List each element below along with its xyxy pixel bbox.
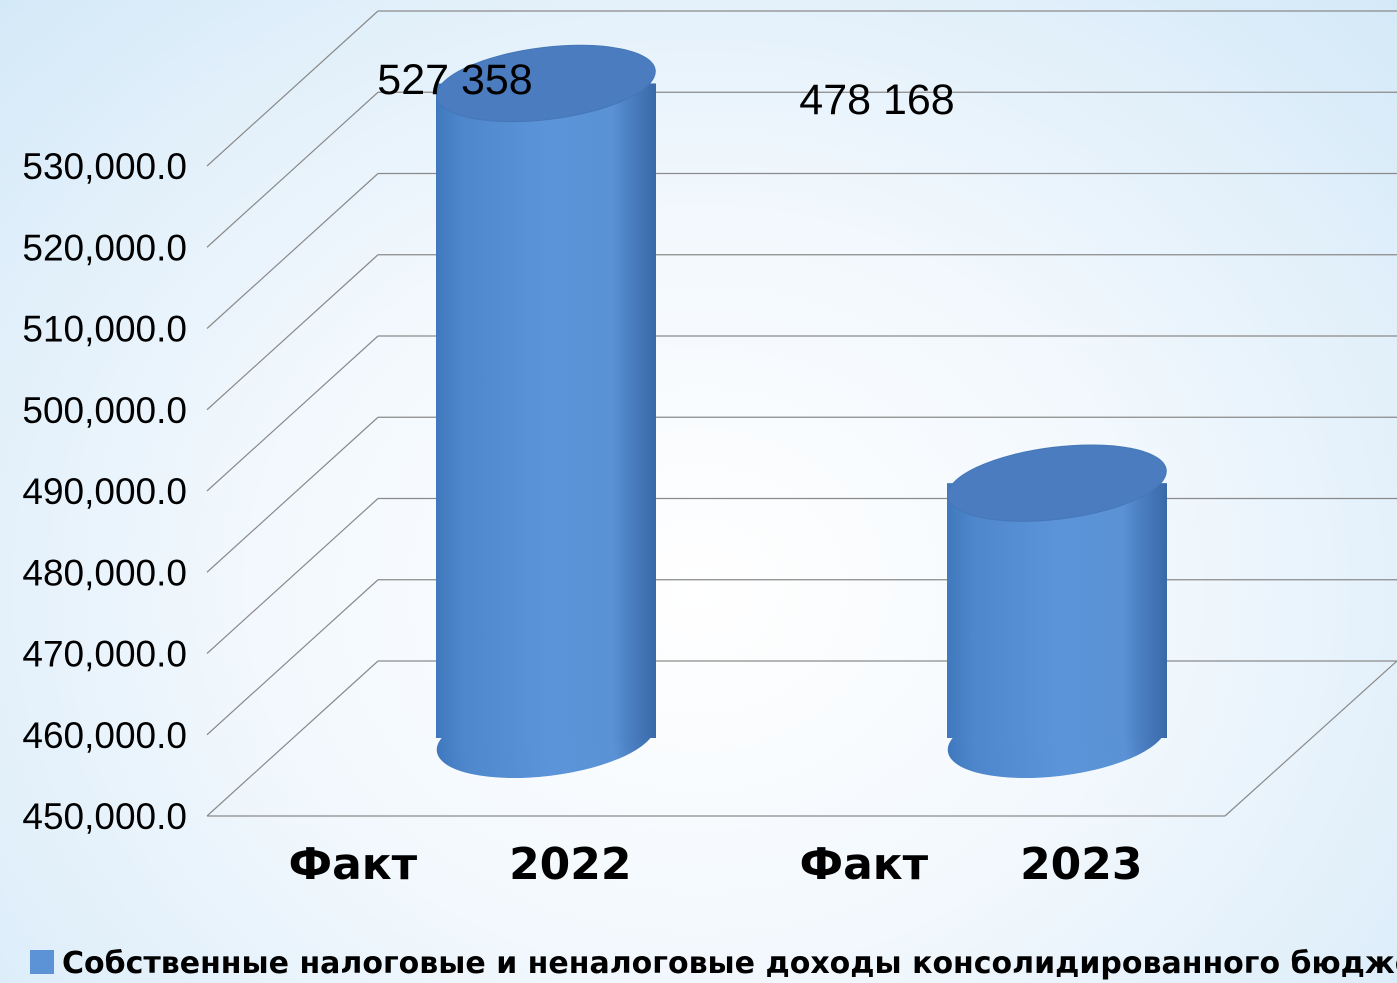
gridline-diagonal [206,173,379,329]
gridline-diagonal [206,498,379,654]
legend: Собственные налоговые и неналоговые дохо… [30,946,1397,981]
bar-body [436,83,656,738]
y-tick-label: 520,000.0 [22,227,187,268]
y-tick-label: 470,000.0 [22,634,187,675]
bar-top [947,444,1167,522]
gridline-diagonal [206,416,379,573]
floor-side-edge [1224,660,1397,817]
legend-swatch [30,950,54,974]
data-label: 527 358 [377,56,532,104]
x-tick-label: Факт 2023 [799,839,1142,890]
y-tick-label: 460,000.0 [22,715,187,756]
gridline-diagonal [206,254,379,411]
y-axis: 450,000.0 460,000.0 470,000.0 480,000.0 490,… [22,146,187,837]
bar [947,444,1167,779]
y-tick-label: 510,000.0 [22,309,187,350]
gridline-diagonal [206,335,379,492]
gridlines [206,10,1397,817]
bar-top [436,44,656,123]
bars [436,44,1167,779]
y-tick-label: 530,000.0 [22,146,187,187]
data-label: 478 168 [799,76,954,124]
legend-label: Собственные налоговые и неналоговые дохо… [62,946,1397,981]
bar-body [947,483,1167,738]
gridline-diagonal [206,660,379,817]
x-tick-label: Факт 2022 [288,839,631,890]
gridline-diagonal [206,91,379,248]
gridline-diagonal [206,10,379,167]
bar [436,44,656,779]
y-tick-label: 450,000.0 [22,796,187,837]
y-tick-label: 500,000.0 [22,390,187,431]
y-tick-label: 490,000.0 [22,471,187,512]
data-labels: 527 358 478 168 [377,56,954,124]
x-axis: Факт 2022 Факт 2023 [288,839,1142,890]
y-tick-label: 480,000.0 [22,552,187,593]
gridline-diagonal [206,579,379,736]
